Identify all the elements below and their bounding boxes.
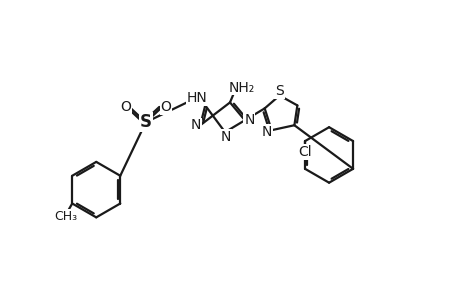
Text: O: O [160, 100, 171, 114]
Text: O: O [120, 100, 131, 114]
Text: Cl: Cl [297, 145, 311, 159]
Text: HN: HN [186, 92, 207, 106]
Text: CH₃: CH₃ [55, 210, 78, 223]
Text: S: S [274, 84, 283, 98]
Text: N: N [244, 113, 254, 127]
Text: S: S [140, 113, 151, 131]
Text: N: N [190, 118, 201, 132]
Text: N: N [220, 130, 231, 144]
Text: NH₂: NH₂ [228, 81, 254, 94]
Text: N: N [261, 125, 272, 139]
